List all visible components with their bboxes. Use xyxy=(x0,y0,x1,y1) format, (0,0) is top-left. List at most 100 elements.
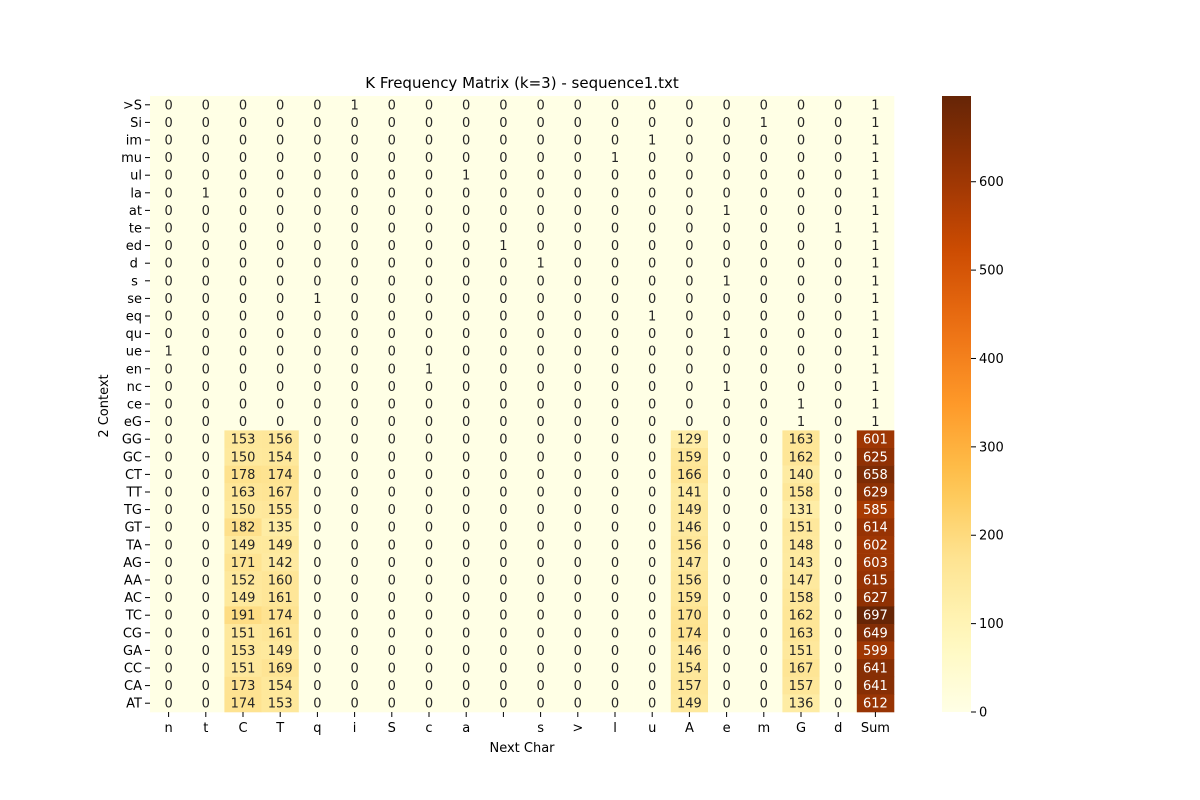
cell-value-label: 0 xyxy=(536,697,544,712)
heatmap-cell xyxy=(298,324,337,343)
heatmap-cell xyxy=(224,148,262,167)
heatmap-cell xyxy=(410,131,448,150)
heatmap-cell xyxy=(670,307,709,326)
heatmap-cell xyxy=(856,430,895,449)
cell-value-label: 0 xyxy=(685,345,693,360)
cell-value-label: 0 xyxy=(536,609,544,624)
cell-value-label: 0 xyxy=(164,591,172,606)
heatmap-cell xyxy=(633,148,672,167)
heatmap-cell xyxy=(484,148,523,167)
heatmap-cell xyxy=(336,148,374,167)
cell-value-label: 140 xyxy=(789,468,814,483)
heatmap-cell xyxy=(633,377,672,396)
heatmap-cell xyxy=(373,96,411,114)
heatmap-cell xyxy=(856,166,895,185)
cell-value-label: 166 xyxy=(677,468,702,483)
cell-value-label: 0 xyxy=(648,486,656,501)
heatmap-cell xyxy=(187,166,225,185)
heatmap-cell xyxy=(559,536,597,554)
cell-value-label: 0 xyxy=(202,574,210,589)
cell-value-label: 0 xyxy=(760,257,768,272)
cell-value-label: 0 xyxy=(574,204,582,219)
cell-value-label: 0 xyxy=(648,609,656,624)
heatmap-cell xyxy=(224,659,262,678)
row-tick-label: >S xyxy=(123,98,142,113)
heatmap-cell xyxy=(670,272,709,290)
heatmap-cell xyxy=(187,659,225,678)
heatmap-cell xyxy=(261,571,300,590)
heatmap-cell xyxy=(373,641,411,660)
heatmap-cell xyxy=(745,307,783,326)
heatmap-cell xyxy=(484,307,523,326)
cell-value-label: 0 xyxy=(350,204,358,219)
heatmap-cell xyxy=(559,324,597,343)
heatmap-cell xyxy=(782,606,820,625)
cell-value-label: 0 xyxy=(313,345,321,360)
cell-value-label: 0 xyxy=(499,274,507,289)
heatmap-cell xyxy=(447,219,486,238)
cell-value-label: 163 xyxy=(789,433,814,448)
heatmap-cell xyxy=(410,342,448,361)
heatmap-cell xyxy=(819,342,858,361)
cell-value-label: 0 xyxy=(462,327,470,342)
heatmap-cell xyxy=(447,272,486,290)
cell-value-label: 0 xyxy=(834,433,842,448)
heatmap-cell xyxy=(261,412,300,431)
heatmap-cell xyxy=(447,606,486,625)
heatmap-cell xyxy=(745,96,783,114)
heatmap-cell xyxy=(708,430,746,449)
cell-value-label: 0 xyxy=(239,257,247,272)
cell-value-label: 0 xyxy=(164,503,172,518)
cell-value-label: 0 xyxy=(722,257,730,272)
heatmap-cell xyxy=(856,571,895,590)
heatmap-cell xyxy=(708,342,746,361)
cell-value-label: 1 xyxy=(871,345,879,360)
cell-value-label: 1 xyxy=(202,186,210,201)
heatmap-cell xyxy=(522,201,560,220)
cell-value-label: 0 xyxy=(276,169,284,184)
column-tick-label: a xyxy=(462,721,470,736)
heatmap-cell xyxy=(298,553,337,572)
cell-value-label: 0 xyxy=(276,310,284,325)
heatmap-cell xyxy=(596,377,634,396)
heatmap-cell xyxy=(670,342,709,361)
cell-value-label: 0 xyxy=(202,503,210,518)
cell-value-label: 0 xyxy=(425,310,433,325)
cell-value-label: 0 xyxy=(760,697,768,712)
cell-value-label: 0 xyxy=(685,398,693,413)
cell-value-label: 0 xyxy=(611,292,619,307)
heatmap-cell xyxy=(150,113,188,132)
heatmap-cell xyxy=(633,448,672,466)
heatmap-cell xyxy=(224,166,262,185)
heatmap-cell xyxy=(224,201,262,220)
heatmap-cell xyxy=(484,254,523,273)
heatmap-cell xyxy=(447,571,486,590)
cell-value-label: 0 xyxy=(313,697,321,712)
heatmap-cell xyxy=(261,219,300,238)
cell-value-label: 0 xyxy=(574,697,582,712)
row-tick-label: GT xyxy=(124,521,142,536)
heatmap-cell xyxy=(522,324,560,343)
heatmap-cell xyxy=(336,360,374,378)
column-tick-label: q xyxy=(313,721,321,736)
cell-value-label: 0 xyxy=(313,222,321,237)
heatmap-cell xyxy=(745,500,783,519)
heatmap-cell xyxy=(373,536,411,554)
cell-value-label: 0 xyxy=(574,591,582,606)
cell-value-label: 0 xyxy=(648,186,656,201)
cell-value-label: 0 xyxy=(499,679,507,694)
heatmap-cell xyxy=(819,676,858,695)
cell-value-label: 629 xyxy=(863,486,888,501)
heatmap-cell xyxy=(373,624,411,642)
cell-value-label: 0 xyxy=(388,327,396,342)
heatmap-cell xyxy=(336,113,374,132)
cell-value-label: 0 xyxy=(574,450,582,465)
heatmap-cell xyxy=(410,148,448,167)
cell-value-label: 0 xyxy=(685,134,693,149)
heatmap-cell xyxy=(522,465,560,484)
heatmap-cell xyxy=(670,606,709,625)
cell-value-label: 0 xyxy=(425,239,433,254)
cell-value-label: 0 xyxy=(425,679,433,694)
cell-value-label: 0 xyxy=(834,626,842,641)
cell-value-label: 0 xyxy=(164,362,172,377)
